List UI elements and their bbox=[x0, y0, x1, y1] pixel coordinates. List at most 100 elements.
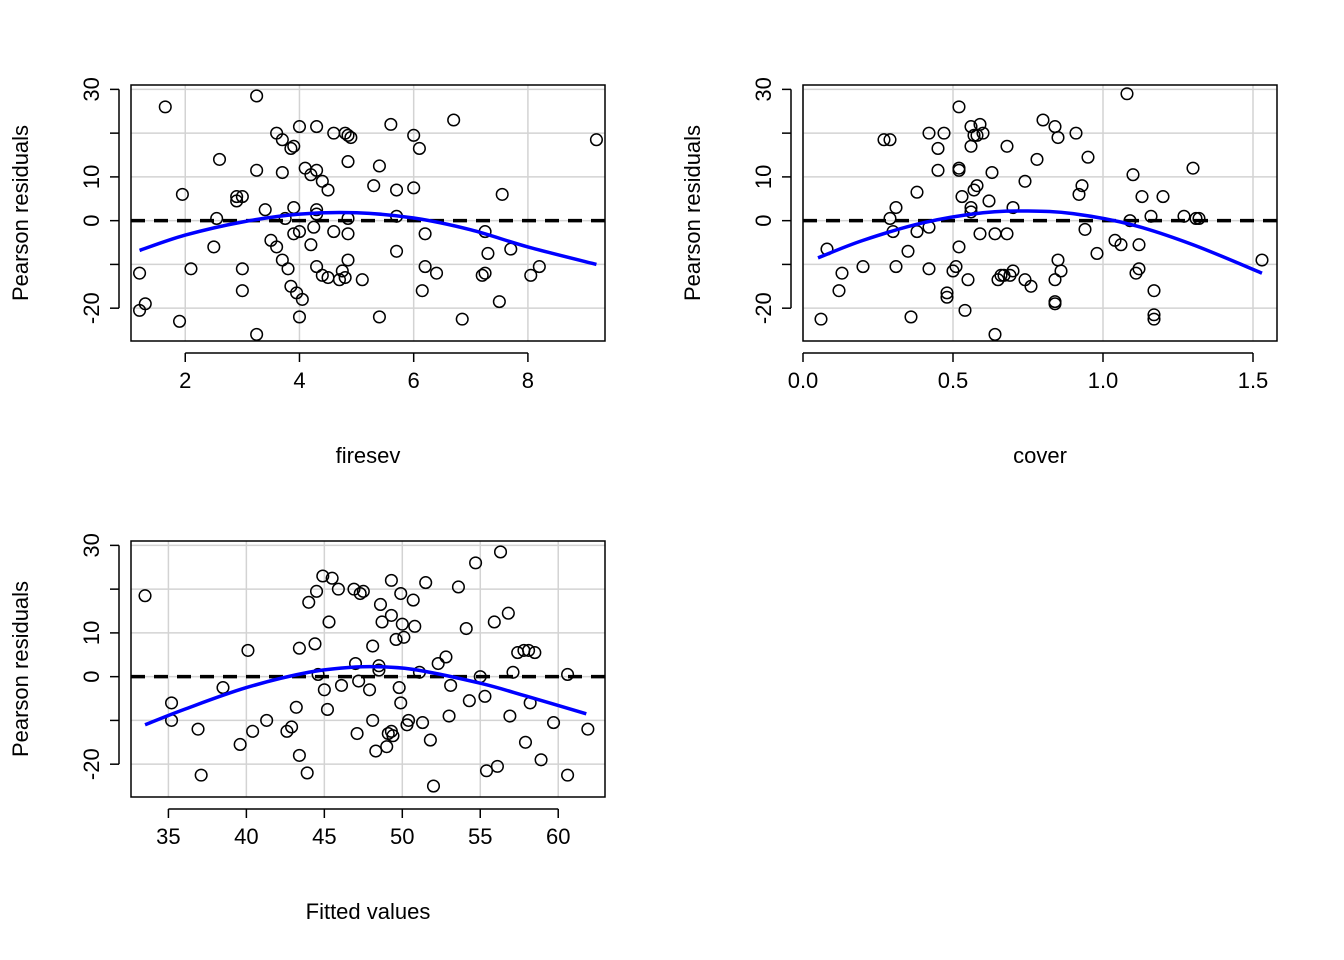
data-point bbox=[985, 165, 999, 180]
y-axis-title: Pearson residuals bbox=[8, 125, 33, 301]
data-point bbox=[1189, 211, 1203, 226]
data-point bbox=[310, 163, 324, 177]
x-tick-label: 4 bbox=[293, 368, 305, 393]
data-point bbox=[952, 163, 966, 177]
data-point bbox=[258, 203, 272, 217]
data-point bbox=[982, 194, 996, 208]
data-point bbox=[442, 709, 456, 723]
y-tick-label: 10 bbox=[79, 165, 104, 189]
data-point bbox=[285, 720, 299, 734]
fit-curve bbox=[817, 209, 1263, 275]
panel-cover: 0.0 0.5 1.0 1.5 -20 0 10 30 cover Pearson residua… bbox=[680, 77, 1278, 468]
x-axis-title: cover bbox=[1013, 443, 1067, 468]
plot-frame bbox=[802, 84, 1278, 342]
data-point bbox=[1081, 150, 1095, 164]
data-point bbox=[367, 179, 381, 193]
data-point bbox=[973, 117, 987, 131]
data-point bbox=[451, 580, 465, 594]
data-point bbox=[292, 641, 306, 655]
data-point bbox=[1018, 174, 1032, 188]
data-point bbox=[429, 266, 444, 280]
data-point bbox=[459, 621, 473, 636]
data-point bbox=[327, 225, 341, 239]
x-tick-label: 40 bbox=[234, 824, 258, 849]
data-point bbox=[172, 314, 187, 328]
data-point bbox=[392, 681, 406, 695]
x-tick-label: 6 bbox=[408, 368, 420, 393]
data-point bbox=[325, 571, 339, 585]
data-point bbox=[287, 227, 301, 241]
data-point bbox=[1078, 222, 1092, 236]
data-point bbox=[1123, 214, 1137, 228]
data-point bbox=[250, 163, 264, 177]
x-tick-label: 0.0 bbox=[788, 368, 819, 393]
data-point bbox=[235, 262, 249, 276]
data-point bbox=[315, 268, 329, 282]
fit-curve bbox=[139, 210, 597, 267]
data-point bbox=[356, 584, 370, 598]
data-point bbox=[976, 126, 990, 140]
data-point bbox=[1186, 161, 1200, 175]
data-point bbox=[389, 632, 403, 647]
data-point bbox=[952, 240, 966, 254]
x-tick-label: 50 bbox=[390, 824, 414, 849]
data-point bbox=[133, 266, 147, 280]
data-point bbox=[1090, 246, 1104, 261]
data-point bbox=[546, 716, 561, 730]
data-point bbox=[164, 696, 179, 710]
data-point bbox=[408, 619, 422, 633]
data-point bbox=[481, 246, 495, 261]
data-point bbox=[292, 225, 307, 239]
data-point bbox=[1147, 308, 1161, 322]
data-point bbox=[490, 759, 504, 773]
x-tick-label: 1.0 bbox=[1088, 368, 1119, 393]
data-point bbox=[233, 737, 247, 752]
data-point bbox=[931, 141, 945, 156]
data-point bbox=[372, 663, 386, 677]
data-point bbox=[394, 696, 408, 710]
data-point bbox=[1120, 87, 1134, 101]
data-point bbox=[384, 117, 398, 131]
data-point bbox=[922, 262, 936, 276]
data-point bbox=[856, 260, 870, 274]
data-point bbox=[138, 297, 152, 311]
data-point bbox=[1030, 152, 1044, 166]
data-point bbox=[952, 100, 966, 114]
data-point bbox=[344, 130, 358, 145]
data-point bbox=[321, 183, 335, 197]
data-point bbox=[250, 89, 264, 103]
data-point bbox=[369, 744, 383, 758]
data-point bbox=[931, 163, 945, 177]
data-point bbox=[311, 667, 325, 682]
data-point bbox=[332, 273, 346, 287]
x-tick-label: 55 bbox=[468, 824, 492, 849]
data-point bbox=[1132, 262, 1146, 276]
y-tick-label: 30 bbox=[751, 77, 776, 101]
data-point bbox=[235, 284, 249, 298]
data-point bbox=[287, 200, 301, 215]
x-tick-label: 8 bbox=[522, 368, 534, 393]
data-point bbox=[439, 650, 453, 664]
y-tick-label: -20 bbox=[79, 292, 104, 324]
data-point bbox=[1054, 264, 1068, 278]
data-point bbox=[964, 120, 978, 134]
data-point bbox=[316, 569, 330, 583]
data-point bbox=[307, 220, 321, 234]
data-point bbox=[355, 273, 369, 287]
data-point bbox=[1072, 187, 1086, 201]
data-point bbox=[390, 183, 404, 197]
data-point bbox=[348, 656, 363, 671]
data-point bbox=[1069, 126, 1083, 140]
data-point bbox=[386, 729, 400, 743]
data-point bbox=[300, 766, 314, 780]
data-point bbox=[397, 630, 411, 644]
data-point bbox=[561, 768, 575, 782]
data-point bbox=[241, 643, 255, 657]
data-point bbox=[534, 753, 548, 767]
data-point bbox=[504, 242, 518, 256]
plot-frame bbox=[130, 540, 606, 798]
data-point bbox=[280, 724, 294, 738]
data-point bbox=[1048, 297, 1062, 311]
data-point bbox=[889, 260, 903, 274]
